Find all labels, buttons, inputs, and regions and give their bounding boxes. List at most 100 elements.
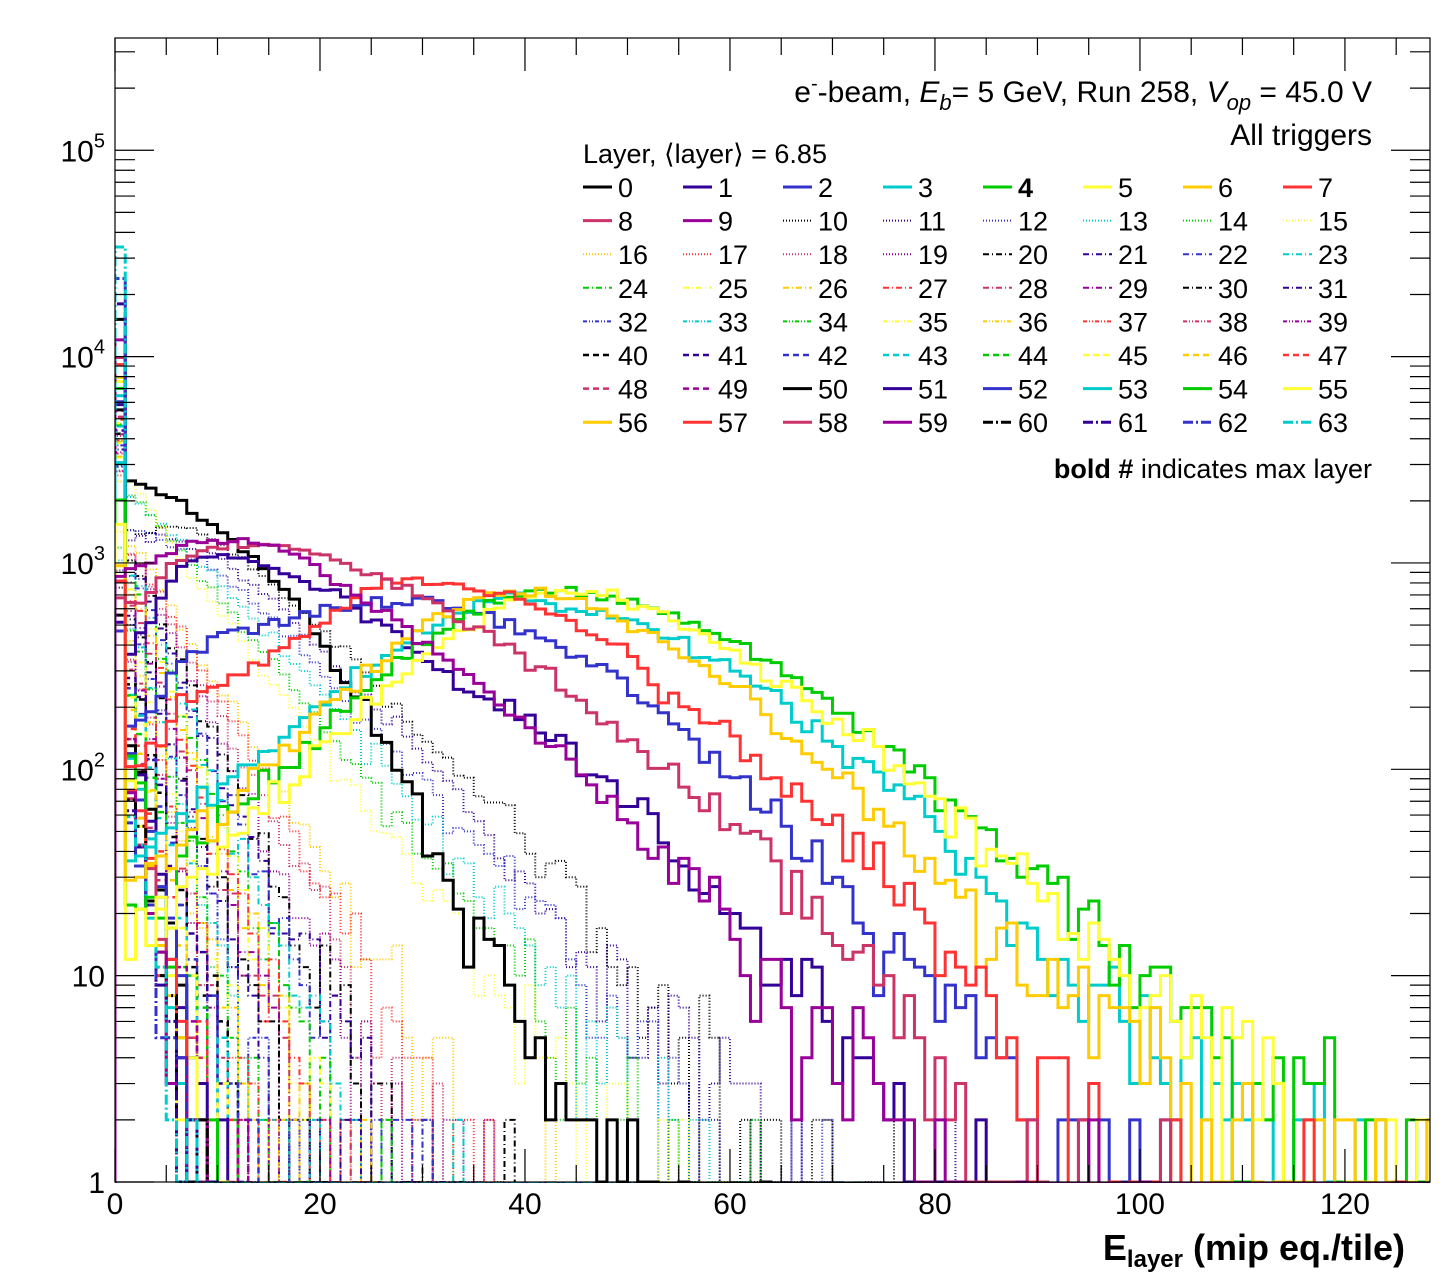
legend-label: 59 (918, 408, 948, 438)
trigger-annotation: All triggers (1230, 119, 1372, 152)
legend-label: 9 (718, 207, 733, 237)
electron-symbol: e (794, 76, 811, 109)
legend-item-layer-61: 61 (1083, 408, 1148, 438)
y-tick-base: 10 (61, 135, 94, 168)
legend-label: 7 (1318, 173, 1333, 203)
legend-item-layer-46: 46 (1183, 341, 1248, 371)
legend-item-layer-28: 28 (983, 274, 1048, 304)
legend-item-layer-22: 22 (1183, 240, 1248, 270)
legend-item-layer-20: 20 (983, 240, 1048, 270)
legend-item-layer-35: 35 (883, 307, 948, 337)
electron-charge: - (811, 73, 818, 95)
legend-label: 17 (718, 240, 748, 270)
legend-item-layer-56: 56 (583, 408, 648, 438)
legend-label: 35 (918, 307, 948, 337)
legend-label: 12 (1018, 207, 1048, 237)
legend-label: 25 (718, 274, 748, 304)
legend-item-layer-52: 52 (983, 375, 1048, 405)
y-tick-exponent: 3 (94, 543, 105, 565)
x-axis-title-sub: layer (1127, 1246, 1183, 1272)
legend-item-layer-51: 51 (883, 375, 948, 405)
legend-label: 4 (1018, 173, 1033, 203)
x-tick-label: 80 (918, 1188, 951, 1221)
legend-label: 26 (818, 274, 848, 304)
legend-label: 40 (618, 341, 648, 371)
legend-label: 22 (1218, 240, 1248, 270)
legend-item-layer-5: 5 (1083, 173, 1133, 203)
y-tick-exponent: 4 (94, 337, 105, 359)
legend-item-layer-1: 1 (683, 173, 733, 203)
legend-label: 44 (1018, 341, 1048, 371)
plot-frame (114, 37, 1431, 1183)
y-tick-label: 102 (61, 749, 106, 787)
legend-label: 16 (618, 240, 648, 270)
legend-item-layer-24: 24 (583, 274, 648, 304)
legend-item-layer-33: 33 (683, 307, 748, 337)
legend-item-layer-31: 31 (1283, 274, 1348, 304)
y-tick-label: 1 (88, 1167, 105, 1200)
x-axis-title-main: E (1103, 1227, 1127, 1268)
legend-item-layer-34: 34 (783, 307, 848, 337)
legend-label: 1 (718, 173, 733, 203)
legend-item-layer-45: 45 (1083, 341, 1148, 371)
histogram-layer-20 (115, 465, 1430, 1183)
legend-item-layer-12: 12 (983, 207, 1048, 237)
legend-item-layer-8: 8 (583, 207, 633, 237)
legend-label: 23 (1318, 240, 1348, 270)
voltage-subscript: op (1227, 90, 1251, 115)
legend-item-layer-58: 58 (783, 408, 848, 438)
legend-item-layer-17: 17 (683, 240, 748, 270)
footnote-text: indicates max layer (1133, 454, 1372, 484)
legend-label: 2 (818, 173, 833, 203)
legend-label: 27 (918, 274, 948, 304)
legend-label: 8 (618, 207, 633, 237)
legend-label: 13 (1118, 207, 1148, 237)
legend-item-layer-37: 37 (1083, 307, 1148, 337)
legend-label: 58 (818, 408, 848, 438)
legend-item-layer-38: 38 (1183, 307, 1248, 337)
histogram-series (115, 245, 1430, 1183)
y-tick-exponent: 5 (94, 130, 105, 152)
legend-item-layer-21: 21 (1083, 240, 1148, 270)
legend-item-layer-57: 57 (683, 408, 748, 438)
histogram-layer-49 (115, 409, 1430, 1183)
legend-label: 20 (1018, 240, 1048, 270)
voltage-symbol: V (1207, 76, 1230, 109)
legend-label: 42 (818, 341, 848, 371)
legend-item-layer-42: 42 (783, 341, 848, 371)
legend-item-layer-9: 9 (683, 207, 733, 237)
histogram-layer-6 (115, 564, 1430, 1183)
legend-item-layer-63: 63 (1283, 408, 1348, 438)
x-tick-label: 0 (107, 1188, 124, 1221)
legend-item-layer-6: 6 (1183, 173, 1233, 203)
legend-label: 24 (618, 274, 648, 304)
y-tick-base: 10 (61, 342, 94, 375)
legend-label: 33 (718, 307, 748, 337)
legend-label: 45 (1118, 341, 1148, 371)
legend-label: 6 (1218, 173, 1233, 203)
beam-info-annotation: e--beam, Eb= 5 GeV, Run 258, Vop = 45.0 … (794, 73, 1372, 115)
legend-item-layer-32: 32 (583, 307, 648, 337)
legend-label: 11 (918, 207, 946, 237)
histogram-layer-10 (115, 525, 1430, 1183)
legend-label: 52 (1018, 375, 1048, 405)
y-tick-exponent: 2 (94, 749, 105, 771)
legend-item-layer-26: 26 (783, 274, 848, 304)
legend-label: 62 (1218, 408, 1248, 438)
histogram-layer-25 (115, 456, 1430, 1183)
legend-label: 50 (818, 375, 848, 405)
energy-run-text: = 5 GeV, Run 258, (952, 76, 1207, 109)
legend-label: 15 (1318, 207, 1348, 237)
legend-label: 53 (1118, 375, 1148, 405)
legend-label: 31 (1318, 274, 1348, 304)
legend-label: 54 (1218, 375, 1248, 405)
legend-item-layer-59: 59 (883, 408, 948, 438)
legend-item-layer-4: 4 (983, 173, 1033, 203)
legend-item-layer-49: 49 (683, 375, 748, 405)
legend-label: 47 (1318, 341, 1348, 371)
legend-item-layer-48: 48 (583, 375, 648, 405)
histogram-layer-37 (115, 439, 1430, 1183)
